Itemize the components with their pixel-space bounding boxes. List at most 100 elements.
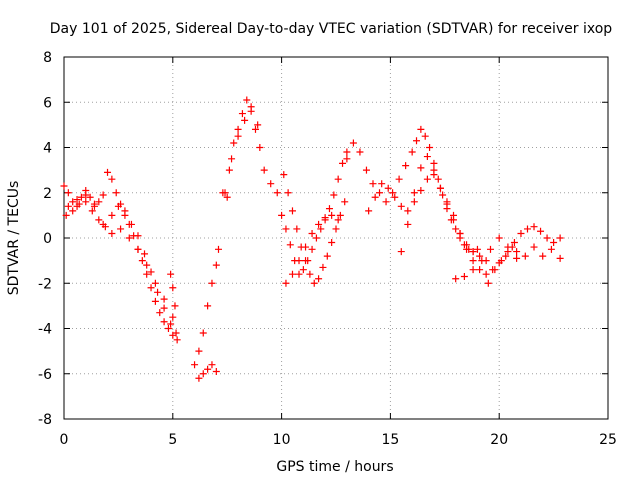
data-point xyxy=(417,125,425,133)
y-tick-label: -6 xyxy=(38,367,52,383)
data-point xyxy=(302,257,310,265)
data-point xyxy=(469,248,477,256)
data-point xyxy=(334,175,342,183)
data-point xyxy=(230,139,238,147)
data-point xyxy=(151,297,159,305)
data-point xyxy=(460,272,468,280)
data-point xyxy=(312,234,320,242)
data-point xyxy=(267,180,275,188)
data-point xyxy=(495,234,503,242)
data-point xyxy=(389,189,397,197)
data-point xyxy=(108,229,116,237)
data-point xyxy=(299,266,307,274)
data-point xyxy=(315,220,323,228)
data-point xyxy=(243,96,251,104)
y-tick-label: 8 xyxy=(43,50,52,66)
data-point xyxy=(517,229,525,237)
data-series xyxy=(60,96,564,382)
data-point xyxy=(336,211,344,219)
data-point xyxy=(378,180,386,188)
data-point xyxy=(439,191,447,199)
data-point xyxy=(410,189,418,197)
data-point xyxy=(404,207,412,215)
data-point xyxy=(334,216,342,224)
data-point xyxy=(288,207,296,215)
data-point xyxy=(417,186,425,194)
data-point xyxy=(121,207,129,215)
data-point xyxy=(476,252,484,260)
data-point xyxy=(430,166,438,174)
data-point xyxy=(95,198,103,206)
data-point xyxy=(328,211,336,219)
data-point xyxy=(402,162,410,170)
data-point xyxy=(478,257,486,265)
data-point xyxy=(539,252,547,260)
x-axis-label: GPS time / hours xyxy=(276,459,393,475)
data-point xyxy=(208,279,216,287)
data-point xyxy=(295,257,303,265)
data-point xyxy=(413,137,421,145)
data-point xyxy=(151,279,159,287)
data-point xyxy=(341,198,349,206)
data-point xyxy=(160,318,168,326)
y-tick-label: -2 xyxy=(38,276,52,292)
data-point xyxy=(154,288,162,296)
data-point xyxy=(143,261,151,269)
data-point xyxy=(75,200,83,208)
data-point xyxy=(86,193,94,201)
data-point xyxy=(417,164,425,172)
data-point xyxy=(547,245,555,253)
data-point xyxy=(282,225,290,233)
data-point xyxy=(369,180,377,188)
chart-title: Day 101 of 2025, Sidereal Day-to-day VTE… xyxy=(50,21,613,37)
data-point xyxy=(486,245,494,253)
data-point xyxy=(90,202,98,210)
data-point xyxy=(504,248,512,256)
data-point xyxy=(69,207,77,215)
data-point xyxy=(278,211,286,219)
data-point xyxy=(339,159,347,167)
data-point xyxy=(212,367,220,375)
data-point xyxy=(60,182,68,190)
data-point xyxy=(436,184,444,192)
data-point xyxy=(550,239,558,247)
y-tick-label: 2 xyxy=(43,186,52,202)
data-point xyxy=(410,198,418,206)
data-point xyxy=(308,229,316,237)
y-tick-label: -8 xyxy=(38,412,52,428)
data-point xyxy=(117,225,125,233)
data-point xyxy=(469,266,477,274)
data-point xyxy=(234,125,242,133)
data-point xyxy=(147,284,155,292)
data-point xyxy=(260,166,268,174)
x-tick-label: 20 xyxy=(490,432,508,448)
data-point xyxy=(556,254,564,262)
data-point xyxy=(208,361,216,369)
data-point xyxy=(484,279,492,287)
y-axis-label: SDTVAR / TECUs xyxy=(6,181,22,296)
data-point xyxy=(169,313,177,321)
data-point xyxy=(349,139,357,147)
data-point xyxy=(104,168,112,176)
data-point xyxy=(108,211,116,219)
data-point xyxy=(397,202,405,210)
data-point xyxy=(423,153,431,161)
data-point xyxy=(391,193,399,201)
data-point xyxy=(288,270,296,278)
data-point xyxy=(138,257,146,265)
data-point xyxy=(221,189,229,197)
data-point xyxy=(82,191,90,199)
data-point xyxy=(282,279,290,287)
data-point xyxy=(365,207,373,215)
data-point xyxy=(332,225,340,233)
data-point xyxy=(273,189,281,197)
data-point xyxy=(228,155,236,163)
data-point xyxy=(134,245,142,253)
data-point xyxy=(191,361,199,369)
y-tick-label: 4 xyxy=(43,141,52,157)
data-point xyxy=(254,121,262,129)
data-point xyxy=(450,211,458,219)
data-point xyxy=(362,166,370,174)
data-point xyxy=(73,196,81,204)
